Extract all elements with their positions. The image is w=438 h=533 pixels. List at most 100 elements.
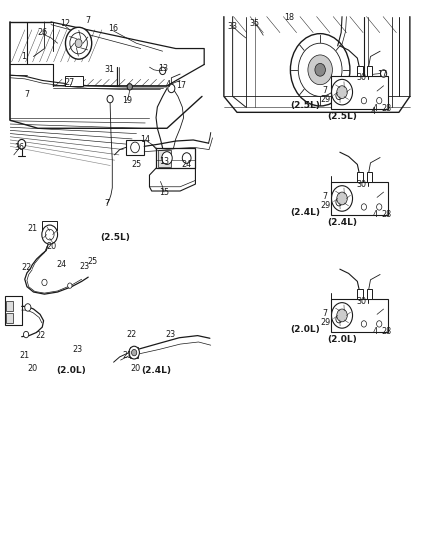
Circle shape (360, 321, 366, 327)
Text: 7: 7 (322, 309, 327, 318)
Circle shape (336, 86, 346, 99)
Text: 17: 17 (376, 70, 386, 78)
Circle shape (360, 204, 366, 210)
Circle shape (336, 309, 346, 322)
Text: 16: 16 (108, 25, 118, 34)
Text: 18: 18 (284, 13, 294, 22)
Text: 1: 1 (21, 52, 26, 61)
Text: 30: 30 (356, 73, 366, 82)
Text: 30: 30 (356, 180, 366, 189)
Circle shape (376, 98, 381, 104)
Circle shape (182, 153, 191, 164)
Text: 28: 28 (381, 103, 391, 112)
Bar (366, 66, 371, 76)
Text: 24: 24 (181, 160, 191, 169)
Text: 13: 13 (159, 157, 169, 166)
Text: (2.5L): (2.5L) (100, 233, 130, 242)
Circle shape (376, 204, 381, 210)
Text: 30: 30 (356, 296, 366, 305)
Circle shape (376, 321, 381, 327)
Text: 7: 7 (322, 85, 327, 94)
Text: 15: 15 (159, 188, 169, 197)
Bar (330, 299, 387, 332)
Circle shape (107, 95, 113, 103)
Text: 7: 7 (104, 199, 110, 208)
Circle shape (65, 27, 92, 59)
Text: 12: 12 (60, 19, 71, 28)
Text: 36: 36 (14, 143, 25, 152)
Circle shape (131, 142, 139, 153)
Circle shape (331, 185, 352, 211)
Circle shape (45, 229, 54, 240)
Text: 29: 29 (320, 318, 330, 327)
Circle shape (23, 332, 28, 338)
Text: 20: 20 (27, 364, 37, 373)
Bar (155, 148, 195, 168)
Text: 7: 7 (25, 90, 29, 99)
Text: 27: 27 (64, 77, 75, 86)
Text: 7: 7 (322, 192, 327, 201)
Text: 4: 4 (372, 210, 377, 219)
Circle shape (331, 79, 352, 105)
Bar (359, 78, 371, 91)
Bar (366, 172, 371, 182)
Text: (2.5L): (2.5L) (289, 101, 319, 110)
Text: 4: 4 (372, 327, 377, 336)
Circle shape (307, 55, 332, 85)
Circle shape (331, 303, 352, 328)
Bar (126, 140, 144, 155)
Text: 4: 4 (166, 80, 170, 89)
Text: 25: 25 (131, 160, 141, 169)
Circle shape (335, 92, 341, 100)
Text: 19: 19 (121, 96, 131, 105)
Bar (357, 66, 362, 76)
Text: 13: 13 (158, 64, 168, 73)
Text: 23: 23 (72, 345, 82, 354)
Text: 28: 28 (381, 327, 391, 336)
Circle shape (335, 198, 341, 206)
Text: (2.4L): (2.4L) (289, 208, 319, 217)
Text: 21: 21 (20, 351, 30, 360)
Circle shape (70, 33, 87, 54)
Bar (7, 301, 13, 311)
Bar (5, 296, 21, 325)
Circle shape (127, 84, 132, 90)
Text: (2.5L): (2.5L) (327, 111, 357, 120)
Circle shape (380, 70, 386, 77)
Circle shape (75, 39, 82, 47)
Bar (130, 348, 138, 358)
Text: 17: 17 (176, 81, 186, 90)
Text: 7: 7 (85, 16, 91, 25)
Text: (2.0L): (2.0L) (57, 366, 86, 375)
Text: (2.0L): (2.0L) (327, 335, 357, 344)
Bar (330, 182, 387, 215)
Circle shape (336, 192, 346, 205)
Circle shape (18, 140, 25, 149)
Circle shape (67, 283, 72, 288)
Circle shape (314, 63, 325, 76)
Text: 35: 35 (249, 19, 259, 28)
Text: 22: 22 (36, 331, 46, 340)
Text: 4: 4 (372, 103, 377, 112)
Text: 29: 29 (320, 201, 330, 210)
Circle shape (161, 152, 172, 165)
Bar (65, 76, 83, 86)
Text: 29: 29 (320, 94, 330, 103)
Text: 14: 14 (140, 135, 150, 144)
Circle shape (290, 34, 349, 106)
Text: (2.4L): (2.4L) (141, 366, 171, 375)
Circle shape (25, 304, 31, 311)
Circle shape (335, 316, 341, 323)
Text: 22: 22 (127, 330, 137, 339)
Bar (158, 150, 171, 166)
Text: 25: 25 (87, 257, 98, 265)
Text: 4: 4 (370, 107, 375, 116)
Bar (366, 289, 371, 299)
Text: 23: 23 (79, 262, 90, 271)
Text: 21: 21 (122, 351, 132, 360)
Text: (2.0L): (2.0L) (289, 325, 319, 334)
Bar (42, 221, 57, 230)
Circle shape (360, 98, 366, 104)
Text: 21: 21 (27, 224, 37, 233)
Text: (2.4L): (2.4L) (327, 218, 357, 227)
